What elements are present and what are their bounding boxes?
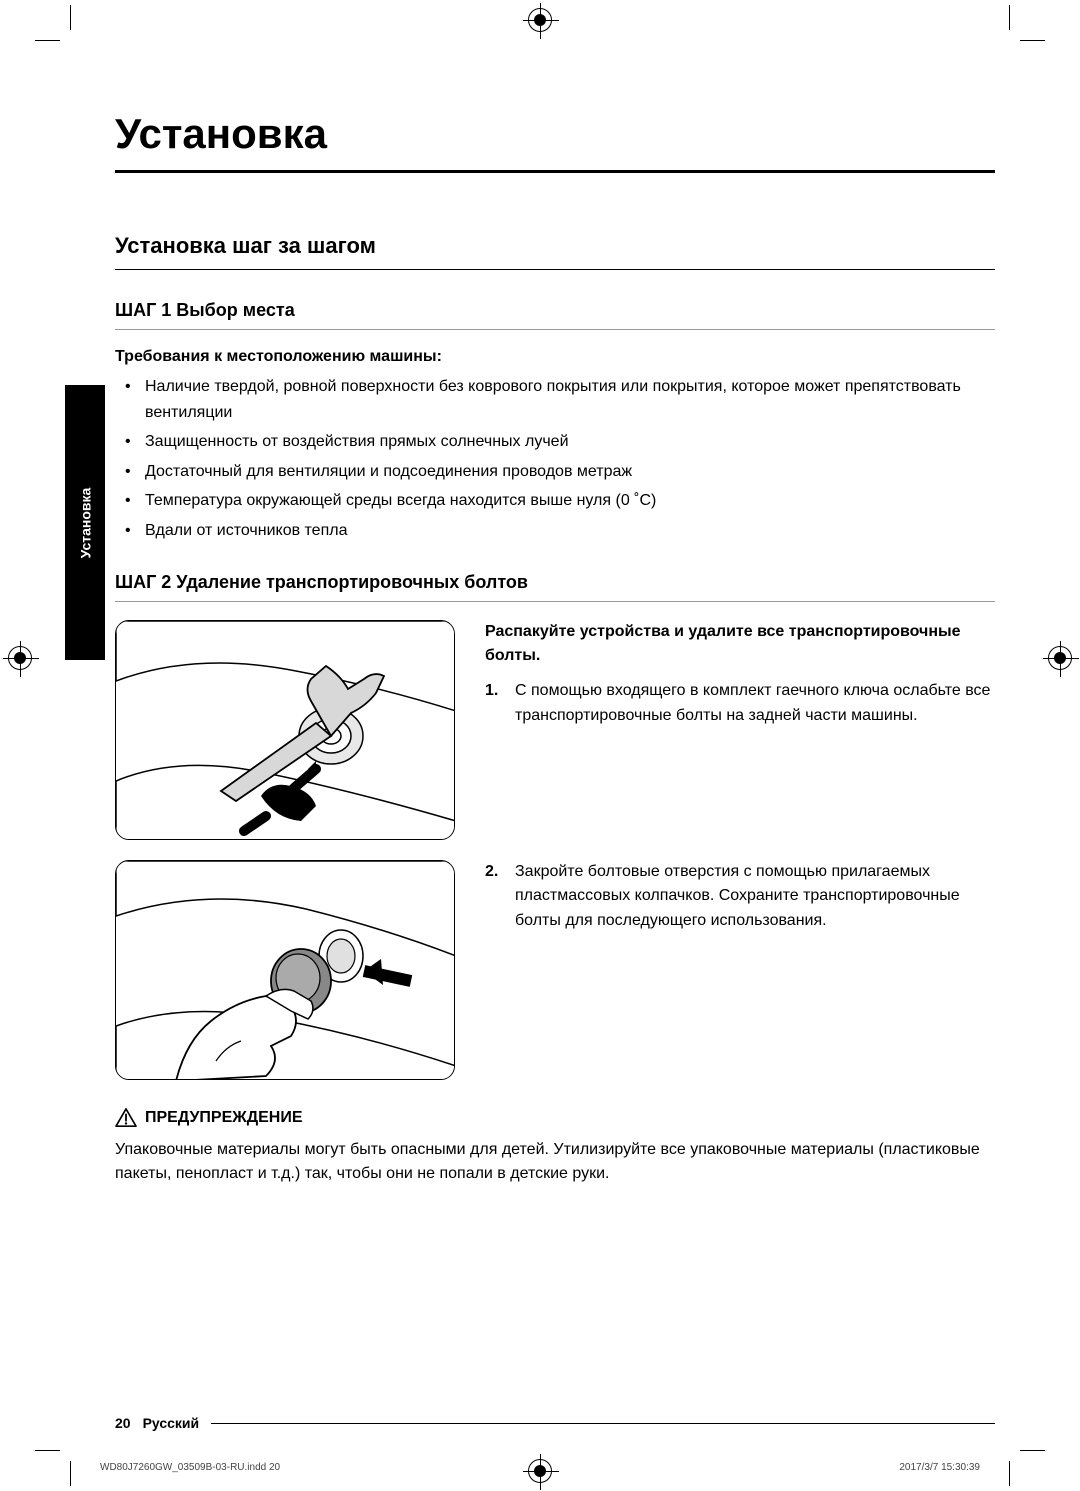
step-text: С помощью входящего в комплект гаечного … [515, 679, 995, 729]
list-item: Вдали от источников тепла [145, 518, 995, 544]
page-title: Установка [115, 110, 995, 173]
step-number: 2. [485, 860, 505, 934]
requirements-heading: Требования к местоположению машины: [115, 348, 995, 366]
registration-mark [1048, 646, 1072, 670]
step2-intro: Распакуйте устройства и удалите все тран… [485, 620, 995, 670]
print-file: WD80J7260GW_03509B-03-RU.indd 20 [100, 1462, 280, 1473]
registration-mark [8, 646, 32, 670]
registration-mark [528, 8, 552, 32]
warning-text: Упаковочные материалы могут быть опасным… [115, 1138, 995, 1188]
section-title: Установка шаг за шагом [115, 233, 995, 270]
footer-rule [211, 1423, 995, 1424]
page-language: Русский [143, 1415, 200, 1431]
warning-label: ПРЕДУПРЕЖДЕНИЕ [145, 1109, 303, 1127]
side-tab: Установка [65, 385, 105, 660]
warning-icon [115, 1108, 137, 1128]
illustration-wrench-bolt [115, 620, 455, 840]
step1-heading: ШАГ 1 Выбор места [115, 300, 995, 330]
list-item: Достаточный для вентиляции и подсоединен… [145, 459, 995, 485]
step-number: 1. [485, 679, 505, 729]
side-tab-label: Установка [77, 487, 93, 558]
step2-heading: ШАГ 2 Удаление транспортировочных болтов [115, 572, 995, 602]
requirements-list: Наличие твердой, ровной поверхности без … [115, 374, 995, 544]
print-date: 2017/3/7 15:30:39 [899, 1462, 980, 1473]
list-item: Защищенность от воздействия прямых солне… [145, 429, 995, 455]
page-number: 20 [115, 1415, 131, 1431]
list-item: Температура окружающей среды всегда нахо… [145, 488, 995, 514]
illustration-hand-cap [115, 860, 455, 1080]
list-item: Наличие твердой, ровной поверхности без … [145, 374, 995, 425]
step-text: Закройте болтовые отверстия с помощью пр… [515, 860, 995, 934]
